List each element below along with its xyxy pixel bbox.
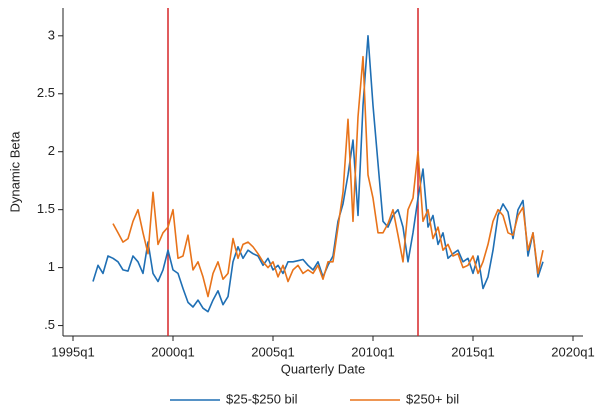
x-tick-label: 2000q1 — [151, 344, 194, 359]
y-axis-title: Dynamic Beta — [7, 131, 22, 213]
y-tick-label: 3 — [48, 27, 55, 42]
x-axis-title: Quarterly Date — [281, 361, 366, 376]
series-line — [112, 55, 544, 298]
legend-label: $250+ bil — [406, 391, 459, 406]
x-tick-label: 2005q1 — [251, 344, 294, 359]
series-line — [92, 35, 544, 313]
x-tick-label: 2020q1 — [551, 344, 594, 359]
legend-label: $25-$250 bil — [226, 391, 298, 406]
y-tick-label: .5 — [44, 317, 55, 332]
y-tick-label: 1 — [48, 259, 55, 274]
y-tick-label: 1.5 — [37, 201, 55, 216]
y-tick-label: 2 — [48, 143, 55, 158]
x-tick-label: 1995q1 — [51, 344, 94, 359]
x-tick-label: 2010q1 — [351, 344, 394, 359]
y-tick-label: 2.5 — [37, 85, 55, 100]
x-tick-label: 2015q1 — [451, 344, 494, 359]
